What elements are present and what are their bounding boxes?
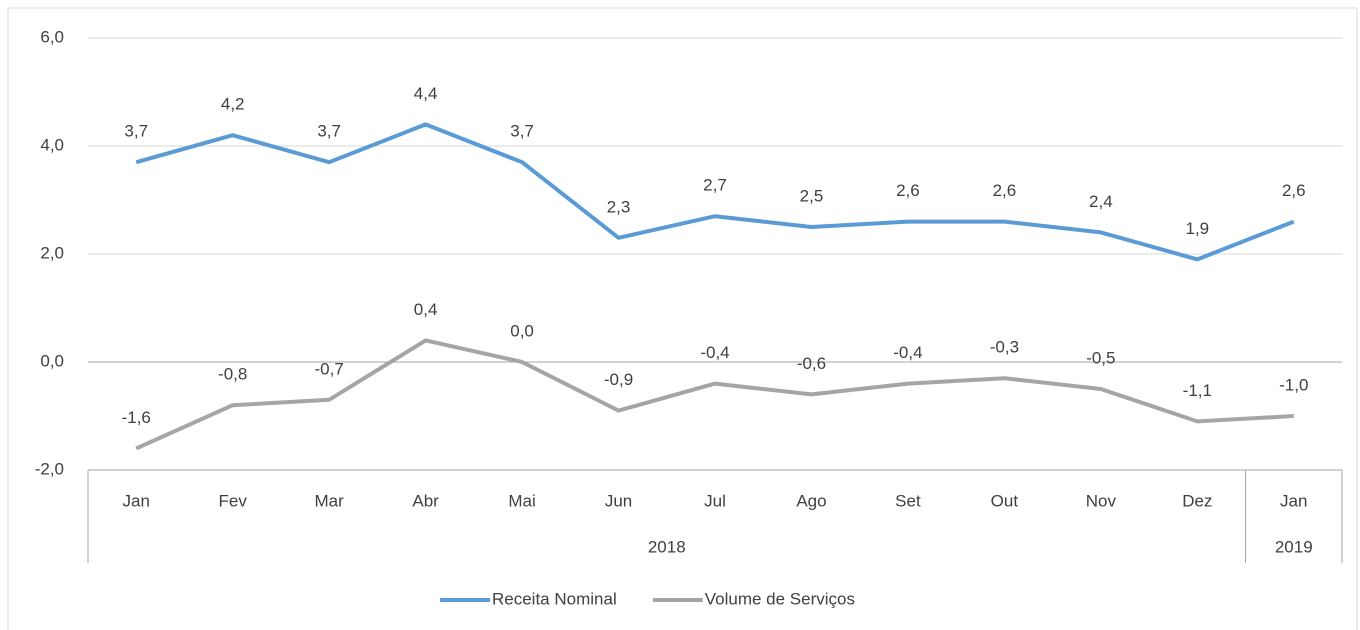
data-label: -0,4 (700, 343, 729, 362)
data-label: 2,6 (896, 181, 920, 200)
data-label: 2,3 (607, 197, 631, 216)
data-label: 2,4 (1089, 192, 1113, 211)
x-tick-label: Nov (1086, 491, 1117, 510)
x-tick-label: Mar (315, 491, 345, 510)
data-label: 2,6 (1282, 181, 1306, 200)
data-label: 3,7 (510, 122, 534, 141)
y-tick-label: 0,0 (40, 351, 64, 370)
x-tick-label: Fev (219, 491, 248, 510)
data-label: 0,4 (414, 300, 438, 319)
legend-label: Volume de Serviços (705, 589, 855, 608)
legend-label: Receita Nominal (492, 589, 617, 608)
x-tick-label: Mai (508, 491, 535, 510)
x-tick-label: Jul (704, 491, 726, 510)
group-label: 2019 (1275, 537, 1313, 556)
data-label: -0,5 (1086, 348, 1115, 367)
data-label: -0,9 (604, 370, 633, 389)
data-label: -0,7 (315, 359, 344, 378)
x-tick-label: Jan (123, 491, 150, 510)
y-tick-label: 4,0 (40, 135, 64, 154)
data-label: -0,3 (990, 338, 1019, 357)
data-label: 3,7 (317, 122, 341, 141)
x-tick-label: Ago (796, 491, 826, 510)
data-label: -0,4 (893, 343, 922, 362)
group-label: 2018 (648, 537, 686, 556)
data-label: 4,4 (414, 84, 438, 103)
data-label: -0,6 (797, 354, 826, 373)
series-line (135, 338, 1294, 451)
x-tick-label: Jan (1280, 491, 1307, 510)
data-label: -1,1 (1183, 381, 1212, 400)
data-label: -0,8 (218, 365, 247, 384)
data-label: -1,6 (122, 408, 151, 427)
x-tick-label: Abr (412, 491, 439, 510)
data-label: 1,9 (1185, 219, 1209, 238)
x-tick-label: Set (895, 491, 921, 510)
y-tick-label: 2,0 (40, 243, 64, 262)
data-label: 4,2 (221, 95, 245, 114)
y-tick-label: 6,0 (40, 27, 64, 46)
data-label: 2,7 (703, 176, 727, 195)
data-label: 0,0 (510, 321, 534, 340)
data-label: 2,6 (993, 181, 1017, 200)
x-tick-label: Jun (605, 491, 632, 510)
data-label: 2,5 (800, 186, 824, 205)
y-tick-label: -2,0 (35, 459, 64, 478)
data-label: -1,0 (1279, 375, 1308, 394)
x-tick-label: Out (991, 491, 1019, 510)
series-line (135, 122, 1295, 262)
chart-border (7, 7, 1358, 630)
data-label: 3,7 (124, 122, 148, 141)
x-tick-label: Dez (1182, 491, 1212, 510)
